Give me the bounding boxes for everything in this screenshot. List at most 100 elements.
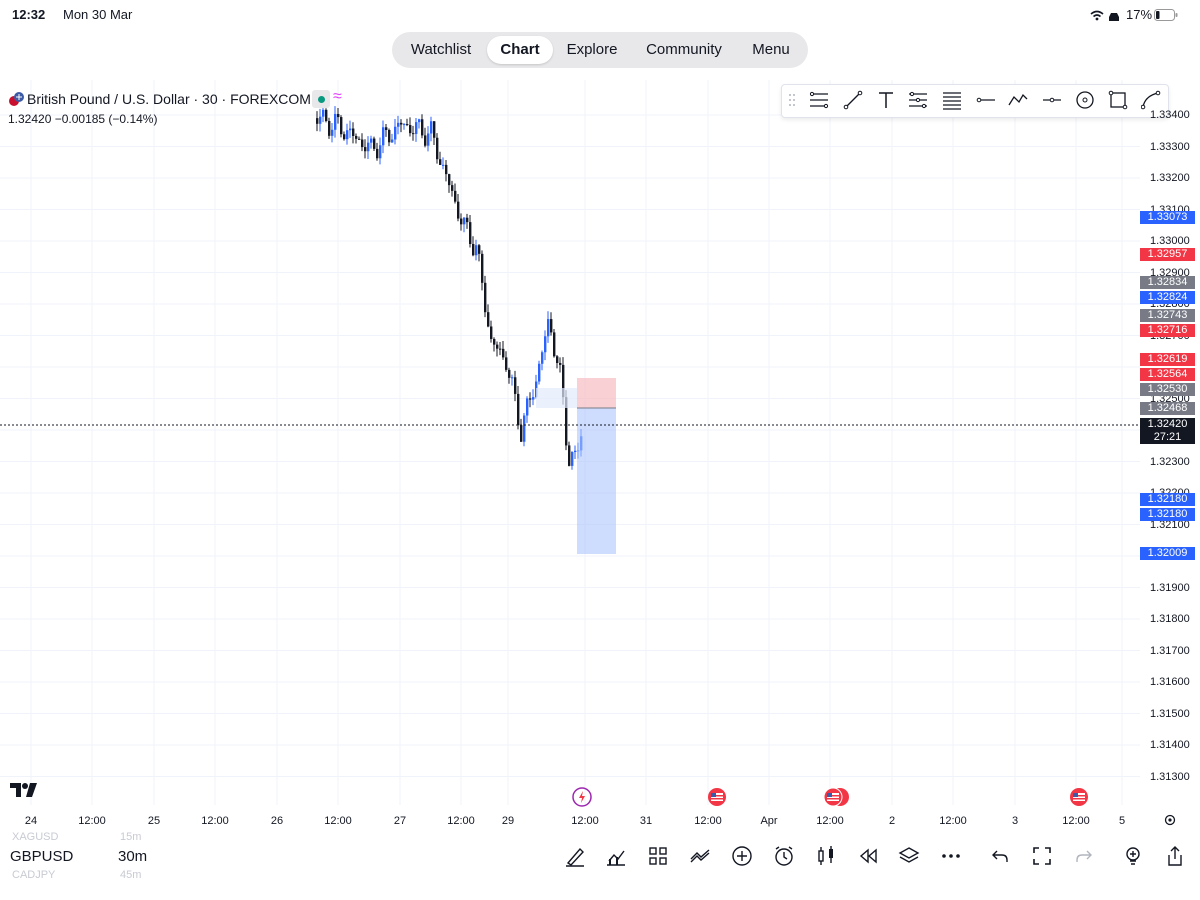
price-tick: 1.31300 (1150, 770, 1190, 783)
add-icon[interactable] (731, 845, 753, 867)
time-tick: 12:00 (694, 815, 722, 827)
horizontal-ray-icon[interactable] (976, 90, 996, 115)
price-tick: 1.32300 (1150, 455, 1190, 468)
candle-body (331, 129, 334, 136)
candle-body (562, 364, 565, 398)
time-tick: 12:00 (201, 815, 229, 827)
time-tick: 27 (393, 815, 407, 827)
candle-body (559, 363, 562, 365)
candle-body (448, 174, 451, 186)
fib-icon[interactable] (809, 90, 829, 115)
layouts-icon[interactable] (647, 845, 669, 867)
price-tick: 1.32100 (1150, 518, 1190, 531)
tab-chart[interactable]: Chart (487, 36, 553, 64)
curve-icon[interactable] (1140, 90, 1161, 115)
gann-icon[interactable] (942, 90, 962, 115)
short-position-tool (536, 378, 616, 554)
ideas-icon[interactable] (1122, 845, 1144, 867)
path-icon[interactable] (1008, 90, 1028, 115)
text-icon[interactable] (876, 90, 896, 115)
redo-icon[interactable] (1073, 845, 1095, 867)
price-level-label: 1.32009 (1140, 547, 1195, 560)
price-tick: 1.31600 (1150, 676, 1190, 688)
candle-body (460, 218, 463, 225)
time-tick: 12:00 (939, 815, 967, 827)
nav-tab-bar (392, 32, 808, 68)
candle-body (574, 450, 577, 453)
symbol-selector[interactable]: GBPUSD (10, 848, 74, 865)
candle-body (427, 133, 430, 146)
candle-body (490, 326, 493, 339)
timeframe-selector[interactable]: 30m (118, 848, 148, 865)
price-level-label: 1.32530 (1140, 383, 1195, 396)
draw-icon[interactable] (564, 845, 586, 867)
bar-countdown: 27:21 (1140, 431, 1195, 444)
chart-type-icon[interactable] (815, 845, 837, 867)
price-tick: 1.31400 (1150, 739, 1190, 751)
candle-body (334, 113, 337, 130)
price-level-label: 1.32716 (1140, 324, 1195, 337)
us-event-icon[interactable] (822, 787, 852, 812)
candle-body (457, 201, 460, 219)
rectangle-icon[interactable] (1108, 90, 1128, 115)
next-symbol: CADJPY (12, 869, 56, 881)
candle-body (508, 369, 511, 378)
candle-body (466, 217, 469, 223)
time-tick: 29 (501, 815, 515, 827)
price-level-label: 1.32824 (1140, 291, 1195, 304)
candle-body (337, 113, 340, 118)
chart-canvas[interactable] (0, 80, 1140, 805)
undo-icon[interactable] (989, 845, 1011, 867)
trend-line-icon[interactable] (843, 90, 863, 115)
candle-body (364, 147, 367, 152)
candle-body (565, 397, 568, 446)
lightning-event-icon[interactable] (572, 787, 592, 812)
us-event-icon[interactable] (1069, 787, 1089, 812)
candle-body (376, 148, 379, 159)
candle-body (430, 121, 433, 134)
more-icon[interactable] (940, 845, 962, 867)
price-tick: 1.33300 (1150, 140, 1190, 153)
indicator-wave-icon[interactable]: ≈ (333, 88, 342, 105)
fullscreen-icon[interactable] (1031, 845, 1053, 867)
tab-explore[interactable]: Explore (566, 41, 618, 58)
price-tick: 1.31800 (1150, 613, 1190, 625)
market-open-icon (312, 90, 330, 108)
pitchfork-icon[interactable] (908, 90, 928, 115)
candle-body (532, 397, 535, 400)
candle-body (328, 120, 331, 136)
drag-handle-icon[interactable] (786, 90, 806, 115)
candle-body (481, 253, 484, 283)
candle-body (550, 319, 553, 333)
candle-body (547, 319, 550, 337)
indicators-icon[interactable] (605, 845, 627, 867)
horizontal-line-icon[interactable] (1042, 90, 1062, 115)
price-tick: 1.31500 (1150, 707, 1190, 720)
time-tick: 12:00 (816, 815, 844, 827)
price-level-label: 1.32468 (1140, 402, 1195, 415)
compare-icon[interactable] (689, 845, 711, 867)
price-level-label: 1.32180 (1140, 508, 1195, 521)
time-tick: Apr (760, 815, 778, 827)
symbol-title[interactable]: British Pound / U.S. Dollar · 30 · FOREX… (27, 91, 311, 107)
tab-watchlist[interactable]: Watchlist (410, 41, 472, 58)
tradingview-logo-icon[interactable] (10, 782, 38, 803)
candle-body (556, 356, 559, 364)
time-tick: 12:00 (78, 815, 106, 827)
status-date: Mon 30 Mar (63, 7, 133, 22)
tab-menu[interactable]: Menu (752, 41, 790, 58)
share-icon[interactable] (1164, 845, 1186, 867)
circle-icon[interactable] (1075, 90, 1095, 115)
candle-body (412, 133, 415, 135)
price-level-label: 1.33073 (1140, 211, 1195, 224)
us-event-icon[interactable] (707, 787, 727, 812)
axis-settings-icon[interactable] (1163, 813, 1177, 832)
alert-icon[interactable] (773, 845, 795, 867)
candle-body (505, 357, 508, 370)
candle-body (373, 138, 376, 149)
candle-body (499, 348, 502, 350)
tab-community[interactable]: Community (646, 41, 722, 58)
replay-icon[interactable] (857, 845, 879, 867)
layers-icon[interactable] (898, 845, 920, 867)
status-time: 12:32 (12, 7, 46, 22)
